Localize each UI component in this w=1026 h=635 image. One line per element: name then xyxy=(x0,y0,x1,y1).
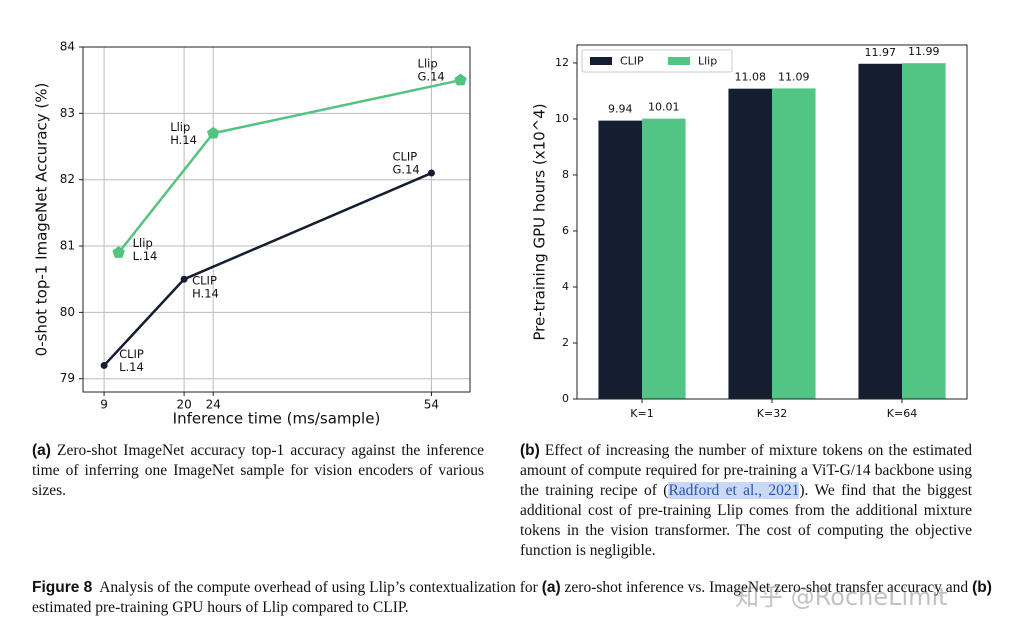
bar xyxy=(858,63,902,399)
point-label: L.14 xyxy=(119,360,144,374)
y-axis-label: Pre-training GPU hours (x10^4) xyxy=(531,103,549,340)
point xyxy=(112,246,125,258)
plot-frame xyxy=(576,44,968,400)
caption-text: Effect of increasing the number of mixtu… xyxy=(520,442,973,499)
point-label: H.14 xyxy=(170,133,197,147)
point-label: CLIP xyxy=(392,150,417,164)
legend-box xyxy=(581,49,733,73)
citation-link[interactable]: Radford et al., 2021 xyxy=(668,482,800,499)
y-tick-label: 83 xyxy=(60,106,75,120)
point-label: H.14 xyxy=(192,287,219,301)
figure-caption: Figure 8 Analysis of the compute overhea… xyxy=(32,578,1000,618)
point xyxy=(454,73,467,86)
legend-swatch xyxy=(668,57,690,65)
caption-text: zero-shot inference vs. ImageNet zero-sh… xyxy=(564,579,969,596)
point xyxy=(427,169,435,177)
x-tick-label: 54 xyxy=(424,398,439,412)
point-label: CLIP xyxy=(119,347,144,361)
caption-b: (b) Effect of increasing the number of m… xyxy=(520,441,972,561)
bar xyxy=(728,88,772,399)
caption-text: Zero-shot ImageNet accuracy top-1 accura… xyxy=(32,442,484,499)
caption-a: (a) Zero-shot ImageNet accuracy top-1 ac… xyxy=(32,441,484,501)
point-label: Llip xyxy=(170,120,190,134)
caption-tag: (b) xyxy=(520,442,540,459)
x-tick-label: 9 xyxy=(100,398,108,412)
y-tick-label: 2 xyxy=(562,336,569,349)
value-label: 9.94 xyxy=(608,103,633,116)
point xyxy=(207,126,220,139)
legend-label: Llip xyxy=(698,55,717,68)
y-tick-label: 0 xyxy=(562,392,569,405)
point-label: G.14 xyxy=(392,163,419,177)
bar xyxy=(772,88,816,399)
caption-text: estimated pre-training GPU hours of Llip… xyxy=(32,599,409,616)
caption-text: Analysis of the compute overhead of usin… xyxy=(99,579,538,596)
caption-text: ). We find that the biggest additional c… xyxy=(520,482,973,559)
bar xyxy=(642,118,686,399)
value-label: 11.99 xyxy=(908,45,940,58)
series-line xyxy=(103,171,432,367)
point-label: G.14 xyxy=(418,70,445,84)
value-label: 11.09 xyxy=(778,70,810,83)
y-tick-label: 79 xyxy=(60,371,75,385)
caption-ref: (a) xyxy=(541,579,561,596)
point-label: L.14 xyxy=(133,249,158,263)
y-tick-label: 4 xyxy=(562,280,569,293)
y-tick-label: 8 xyxy=(562,168,569,181)
value-label: 11.08 xyxy=(734,71,766,84)
caption-ref: (b) xyxy=(972,579,992,596)
y-axis-label: 0-shot top-1 ImageNet Accuracy (%) xyxy=(33,83,51,357)
point xyxy=(180,275,188,283)
legend-swatch xyxy=(590,57,612,65)
bar xyxy=(902,63,946,400)
figure-tag: Figure 8 xyxy=(32,579,93,596)
caption-tag: (a) xyxy=(32,442,51,459)
x-tick-label: K=1 xyxy=(630,407,653,420)
value-label: 11.97 xyxy=(864,46,896,59)
x-tick-label: K=64 xyxy=(887,407,917,420)
point-label: CLIP xyxy=(192,274,217,288)
legend-label: CLIP xyxy=(620,55,644,68)
watermark: 知乎 @RocheLimit xyxy=(735,583,948,611)
y-tick-label: 10 xyxy=(555,112,569,125)
value-label: 10.01 xyxy=(648,101,680,114)
y-tick-label: 80 xyxy=(60,305,75,319)
x-tick-label: 20 xyxy=(176,398,191,412)
point xyxy=(100,361,108,369)
x-axis-label: Inference time (ms/sample) xyxy=(173,410,381,428)
y-tick-label: 81 xyxy=(60,239,75,253)
y-tick-label: 6 xyxy=(562,224,569,237)
point-label: Llip xyxy=(418,57,438,71)
plot-frame xyxy=(82,46,471,393)
y-tick-label: 12 xyxy=(555,56,569,69)
point-label: Llip xyxy=(133,236,153,250)
x-tick-label: 24 xyxy=(206,398,221,412)
chart-b: 0 2 4 6 8 10 12 K=1 9.94 10.01 K=32 11.08 11.09 K=64 1… xyxy=(531,44,968,420)
y-tick-label: 84 xyxy=(60,40,75,54)
bar xyxy=(598,120,642,399)
x-tick-label: K=32 xyxy=(757,407,787,420)
y-tick-label: 82 xyxy=(60,172,75,186)
